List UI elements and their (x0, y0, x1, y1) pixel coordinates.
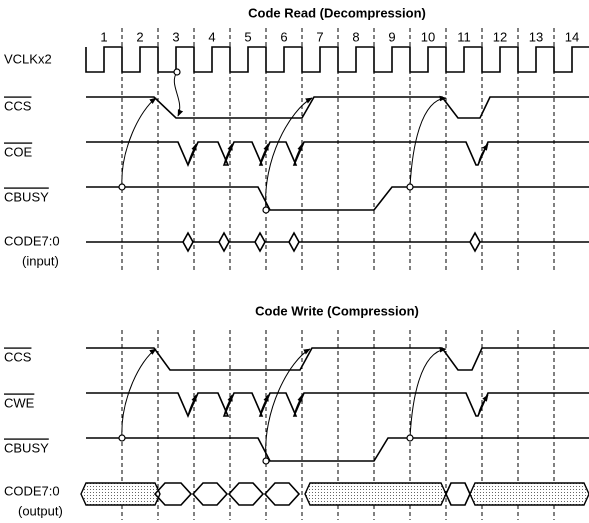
bus-note: (input) (22, 253, 59, 268)
signal-label: VCLKx2 (4, 51, 52, 66)
causality-arrow (293, 143, 303, 166)
causality-arrow (259, 143, 269, 166)
cycle-number: 1 (100, 29, 107, 44)
signal-label: CCS (4, 349, 32, 364)
bus-data (153, 482, 301, 506)
event-dot (118, 434, 126, 442)
signal-label: CWE (4, 395, 35, 410)
cycle-number: 13 (529, 29, 543, 44)
signal-label: CBUSY (4, 189, 49, 204)
ccs-waveform (86, 347, 589, 371)
event-dot (406, 183, 414, 191)
section-title: Code Write (Compression) (255, 303, 419, 318)
causality-arrow (477, 143, 489, 166)
causality-arrow (259, 394, 269, 417)
causality-arrow (223, 394, 233, 417)
causality-arrow (187, 394, 197, 417)
cycle-number: 9 (388, 29, 395, 44)
signal-label: CBUSY (4, 440, 49, 455)
bus-hatch (80, 482, 161, 506)
bus-hatch (469, 482, 589, 506)
clock-waveform (85, 46, 589, 73)
event-dot (262, 206, 270, 214)
cycle-number: 12 (493, 29, 507, 44)
cycle-number: 8 (352, 29, 359, 44)
event-dot (262, 457, 270, 465)
event-dot (173, 68, 181, 76)
diagram-body: Code Read (Decompression) Code Write (Com… (4, 5, 589, 520)
bus-hatch (304, 482, 447, 506)
code-bus (86, 231, 589, 253)
causality-arrow (293, 394, 303, 417)
signal-label: CODE7:0 (4, 483, 60, 498)
bus-data (445, 482, 471, 506)
cycle-number: 2 (136, 29, 143, 44)
causality-arrow (121, 348, 157, 439)
causality-arrow (265, 97, 313, 211)
signal-label: CODE7:0 (4, 233, 60, 248)
causality-arrow (409, 346, 447, 439)
causality-arrow (223, 143, 233, 166)
causality-arrow (173, 71, 184, 117)
cycle-number: 10 (421, 29, 435, 44)
cycle-number: 11 (457, 29, 471, 44)
causality-arrow (187, 143, 197, 166)
signal-label: COE (4, 144, 33, 159)
section-title: Code Read (Decompression) (248, 5, 426, 20)
ccs-waveform (86, 96, 589, 119)
event-dot (118, 183, 126, 191)
cycle-number: 7 (316, 29, 323, 44)
cycle-number: 3 (172, 29, 179, 44)
cbusy-waveform (86, 437, 589, 462)
causality-arrow (477, 394, 489, 417)
bus-note: (output) (18, 503, 63, 518)
causality-arrow (409, 95, 447, 188)
cycle-number: 4 (208, 29, 215, 44)
causality-arrow (265, 348, 311, 462)
cycle-number: 5 (244, 29, 251, 44)
signal-label: CCS (4, 98, 32, 113)
causality-arrow (121, 97, 157, 188)
cycle-number: 6 (280, 29, 287, 44)
event-dot (406, 434, 414, 442)
cbusy-waveform (86, 186, 589, 211)
cycle-number: 14 (565, 29, 579, 44)
